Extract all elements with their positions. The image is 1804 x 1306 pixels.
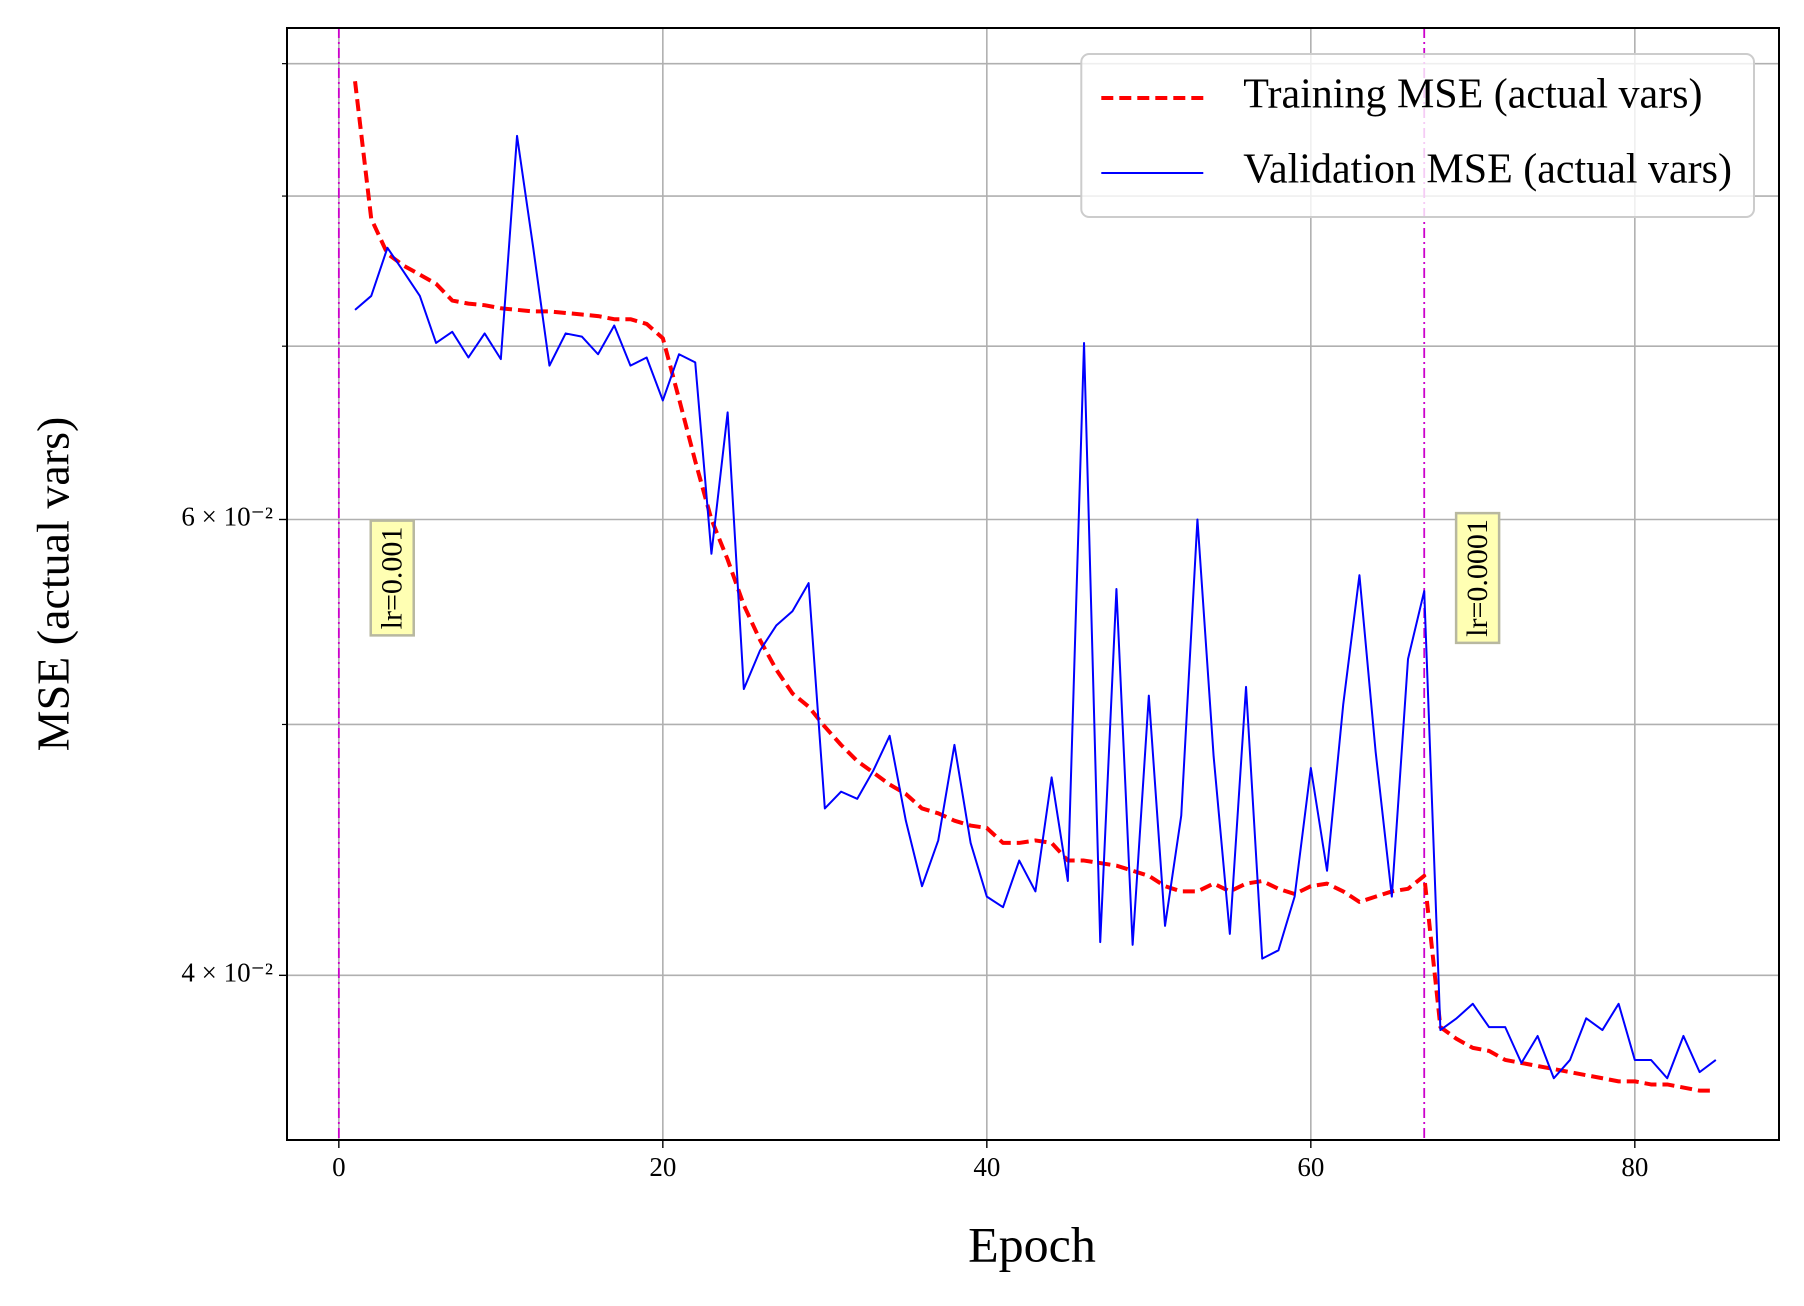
x-tick-label: 80	[1621, 1152, 1648, 1182]
y-tick-label: 4 × 10⁻²	[181, 958, 273, 988]
x-axis-label: Epoch	[968, 1216, 1096, 1272]
legend-box	[1080, 53, 1755, 218]
y-tick-label: 6 × 10⁻²	[181, 502, 273, 532]
plot-frame	[286, 27, 1780, 1141]
legend: Training MSE (actual vars) Validation MSE…	[1080, 53, 1755, 218]
annotation: lr=0.001	[369, 519, 415, 637]
annotation-box	[369, 519, 415, 637]
series-line	[354, 134, 1717, 1080]
x-tick-label: 20	[649, 1152, 676, 1182]
legend-label: Validation MSE (actual vars)	[1243, 147, 1732, 193]
x-tick-label: 40	[973, 1152, 1000, 1182]
x-tick-label: 60	[1297, 1152, 1324, 1182]
x-tick-label: 0	[332, 1152, 346, 1182]
annotation-text: lr=0.001	[376, 527, 409, 630]
annotation: lr=0.0001	[1454, 511, 1501, 645]
annotation-box	[1454, 511, 1501, 645]
legend-label: Training MSE (actual vars)	[1243, 72, 1702, 118]
annotation-text: lr=0.0001	[1461, 519, 1494, 637]
y-axis-label: MSE (actual vars)	[28, 417, 79, 752]
series-line	[353, 81, 1716, 1093]
